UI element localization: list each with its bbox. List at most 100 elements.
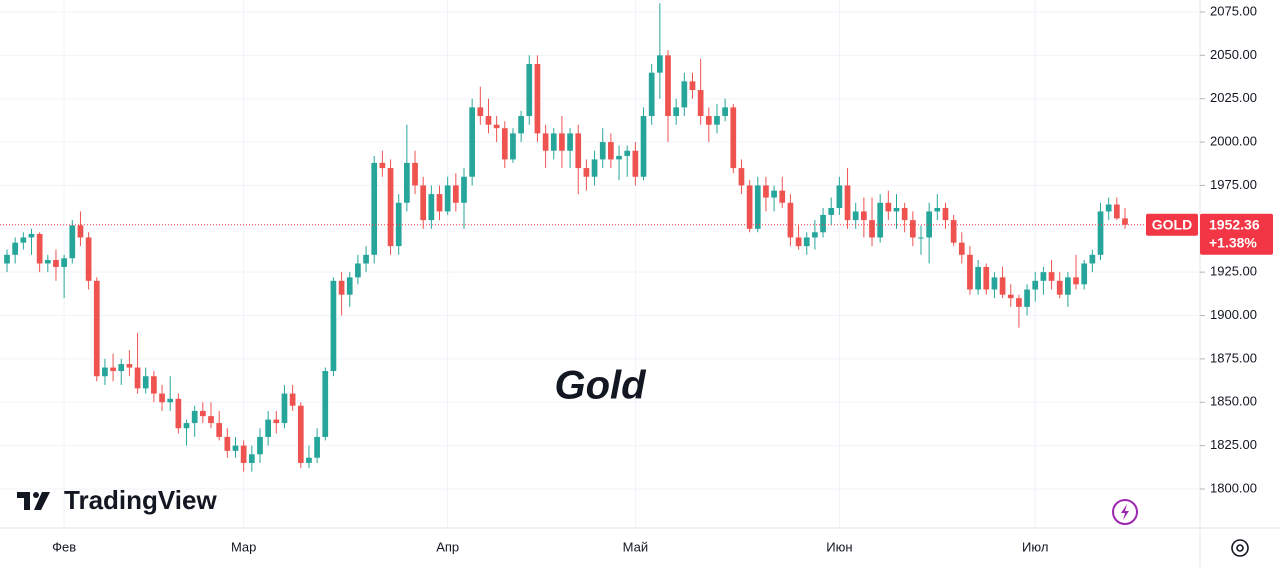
- candle-body: [61, 258, 67, 267]
- candle-body: [697, 90, 704, 117]
- candle-body: [469, 107, 476, 177]
- candle-body: [20, 237, 27, 243]
- candle-body: [314, 436, 320, 458]
- candle-body: [28, 233, 35, 238]
- candle-body: [942, 207, 949, 221]
- candle-body: [404, 162, 410, 203]
- symbol-tag-label: GOLD: [1152, 216, 1192, 232]
- candle-body: [909, 220, 916, 238]
- candle-body: [493, 124, 500, 129]
- candle-body: [216, 423, 223, 437]
- candle-body: [1113, 204, 1120, 219]
- y-tick-label: 1875.00: [1210, 350, 1257, 365]
- candle-body: [591, 159, 598, 177]
- y-tick-label: 1925.00: [1210, 264, 1257, 279]
- y-tick-label: 2000.00: [1210, 133, 1257, 148]
- candles: [4, 3, 1128, 472]
- candle-body: [346, 277, 353, 295]
- candle-body: [665, 55, 671, 117]
- y-tick-label: 2075.00: [1210, 3, 1257, 18]
- candle-body: [999, 277, 1006, 295]
- candle-body: [1065, 277, 1071, 295]
- y-tick-label: 1975.00: [1210, 177, 1257, 192]
- settings-icon[interactable]: [1231, 539, 1249, 557]
- logo: TradingView: [17, 485, 217, 515]
- logo-icon: [34, 492, 50, 510]
- candle-body: [395, 202, 402, 247]
- candle-body: [118, 364, 125, 372]
- x-tick-label: Мар: [231, 539, 256, 554]
- candle-body: [950, 220, 957, 243]
- y-tick-label: 1800.00: [1210, 480, 1257, 495]
- candle-body: [134, 367, 141, 389]
- candle-body: [820, 214, 826, 233]
- candle-body: [616, 155, 622, 160]
- candle-body: [836, 185, 843, 208]
- y-tick-label: 2025.00: [1210, 90, 1257, 105]
- candle-body: [175, 398, 182, 429]
- candle-body: [673, 107, 680, 117]
- annotation: Gold: [554, 364, 647, 408]
- candle-body: [183, 423, 190, 429]
- x-tick-label: Апр: [436, 539, 459, 554]
- candle-body: [1097, 211, 1104, 255]
- candle-body: [771, 190, 777, 198]
- candle-body: [746, 185, 753, 229]
- candle-body: [461, 176, 467, 203]
- candle-body: [452, 185, 459, 203]
- candle-body: [387, 168, 394, 247]
- candle-body: [1040, 272, 1047, 281]
- candle-body: [102, 367, 108, 377]
- logo-icon: [17, 492, 30, 510]
- candle-body: [412, 162, 418, 186]
- lightning-icon[interactable]: [1121, 504, 1129, 520]
- candle-body: [754, 185, 761, 229]
- candle-body: [722, 107, 728, 117]
- candle-body: [142, 376, 149, 389]
- candle-body: [224, 436, 231, 451]
- candle-body: [844, 185, 851, 221]
- candle-body: [599, 142, 606, 160]
- candle-body: [167, 398, 174, 403]
- settings-icon[interactable]: [1236, 544, 1244, 552]
- candle-body: [583, 168, 590, 177]
- lightning-button[interactable]: [1112, 499, 1138, 525]
- candle-body: [330, 280, 337, 372]
- candle-body: [485, 116, 492, 125]
- candle-body: [648, 72, 655, 117]
- candle-body: [363, 254, 369, 264]
- candle-body: [763, 185, 769, 198]
- candle-body: [36, 233, 43, 264]
- candle-body: [632, 150, 639, 177]
- candle-body: [901, 207, 908, 221]
- candle-body: [534, 64, 541, 134]
- candle-body: [795, 237, 802, 247]
- candle-body: [787, 202, 794, 238]
- candle-body: [1081, 263, 1088, 285]
- candle-body: [4, 254, 10, 264]
- candle-body: [705, 116, 712, 125]
- candle-body: [958, 242, 965, 255]
- candle-body: [559, 133, 565, 151]
- candle-body: [885, 202, 892, 212]
- price-tag: [1200, 213, 1273, 255]
- candle-body: [608, 142, 614, 160]
- candle-body: [934, 207, 941, 212]
- candle-body: [93, 280, 100, 377]
- candle-body: [893, 207, 900, 212]
- settings-button[interactable]: [1231, 539, 1249, 557]
- candle-body: [1105, 204, 1112, 212]
- candle-body: [501, 128, 508, 160]
- candle-body: [420, 185, 427, 221]
- candle-body: [297, 405, 304, 463]
- candle-body: [1016, 298, 1022, 307]
- candle-body: [689, 81, 696, 91]
- candle-body: [69, 225, 76, 259]
- candle-body: [12, 242, 19, 255]
- candle-body: [1048, 272, 1055, 281]
- logo-text: TradingView: [64, 485, 217, 515]
- candle-body: [199, 410, 206, 417]
- candle-body: [852, 211, 859, 221]
- candle-body: [779, 190, 786, 203]
